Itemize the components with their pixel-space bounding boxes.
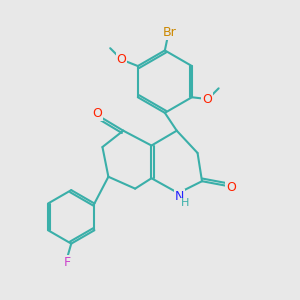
Text: N: N — [175, 190, 184, 202]
Text: H: H — [181, 199, 189, 208]
Text: F: F — [64, 256, 71, 268]
Text: O: O — [226, 181, 236, 194]
Text: O: O — [202, 93, 212, 106]
Text: Br: Br — [162, 26, 176, 39]
Text: O: O — [116, 53, 126, 66]
Text: O: O — [92, 107, 102, 120]
